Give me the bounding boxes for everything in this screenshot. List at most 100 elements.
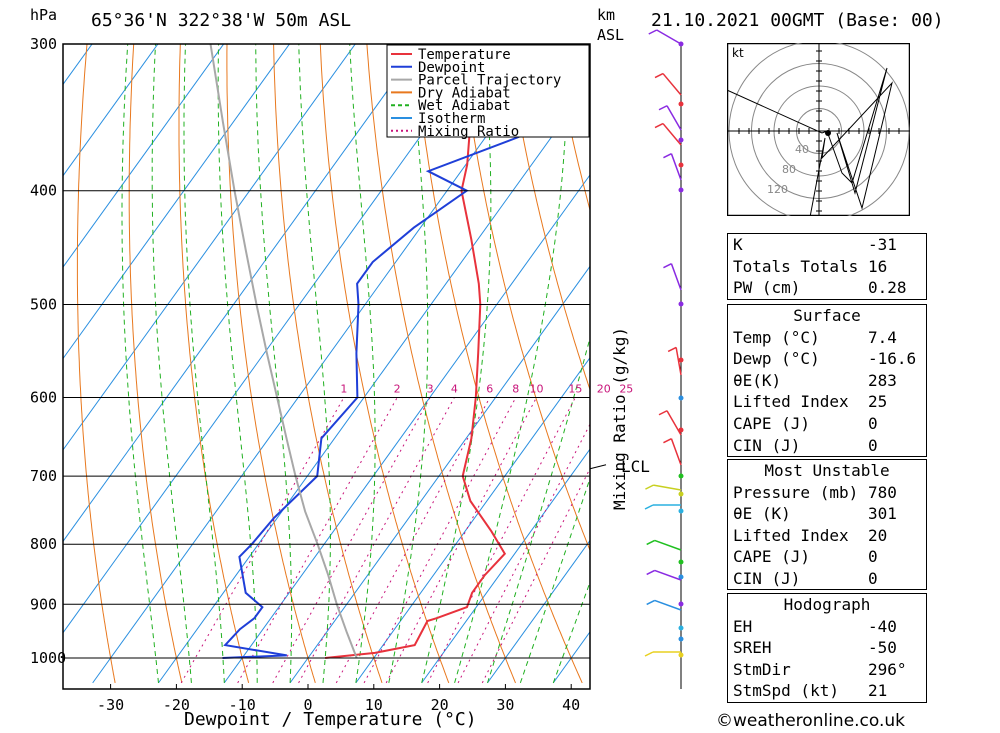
dry-adiabat-line (226, 44, 316, 684)
index-value: 0.28 (868, 278, 907, 298)
mixing-ratio-line (180, 397, 345, 684)
index-label: PW (cm) (733, 278, 801, 298)
dry-adiabat-line (178, 44, 250, 684)
hodograph-unit-label: kt (732, 46, 744, 60)
wind-barb-flag (658, 105, 668, 111)
index-row: K -31 (728, 234, 926, 256)
wind-level-marker (678, 357, 684, 363)
indices-panel: K -31 Totals Totals 16 PW (cm) 0.28 (727, 233, 927, 300)
surface-value: 25 (868, 392, 888, 412)
wind-barb-flag (663, 263, 672, 269)
wind-level-marker (678, 137, 684, 143)
most-unstable-panel: Most Unstable Pressure (mb) 780 θE (K) 301 L… (727, 459, 927, 590)
wet-adiabat-line (183, 44, 225, 683)
dry-adiabat-line (273, 44, 383, 684)
hodograph-stat-value: 296° (868, 659, 907, 679)
wind-level-marker (678, 559, 684, 565)
legend-label: Temperature (418, 47, 511, 63)
dry-adiabat-line (128, 44, 183, 684)
wind-barb (670, 263, 682, 291)
wind-barb-flag (663, 438, 672, 444)
wind-profile (644, 29, 684, 689)
most-unstable-value: 301 (868, 504, 897, 524)
legend-label: Dry Adiabat (418, 85, 511, 101)
hodograph-stat-value: -40 (868, 616, 897, 636)
mixing-ratio-line (457, 423, 590, 684)
wind-barb (656, 29, 682, 45)
wet-adiabat-line (151, 44, 192, 683)
hodograph-ring-label: 80 (782, 163, 796, 176)
most-unstable-label: CIN (J) (733, 568, 801, 588)
series-dewpoint (222, 44, 535, 659)
most-unstable-value: 0 (868, 547, 878, 567)
isotherm-line (63, 44, 422, 543)
wind-level-marker (678, 427, 684, 433)
pressure-tick-label: 700 (30, 467, 57, 485)
hodograph-stat-row: StmDir 296° (728, 659, 926, 681)
x-tick-label: 30 (496, 696, 514, 714)
isotherm-line (63, 44, 488, 634)
mixing-ratio-label: 6 (486, 382, 493, 395)
surface-row: CAPE (J) 0 (728, 413, 926, 435)
wind-barb-flag (644, 651, 654, 657)
wind-barb (654, 569, 682, 581)
km-label: km (597, 6, 616, 24)
wet-adiabat-line (487, 335, 590, 684)
wind-barb (654, 539, 682, 551)
wind-barb (675, 347, 682, 376)
wet-adiabat-line (298, 44, 331, 683)
hodograph-stat-value: 21 (868, 681, 888, 701)
wind-level-marker (678, 574, 684, 580)
legend-label: Dewpoint (418, 60, 485, 76)
wind-barb-flag (645, 484, 654, 490)
dry-adiabat-line (76, 44, 116, 683)
wind-barb-flag (646, 569, 656, 576)
isotherm-line (355, 356, 590, 684)
most-unstable-row: θE (K) 301 (728, 503, 926, 525)
dry-adiabat-line (459, 44, 590, 552)
surface-label: θE(K) (733, 370, 782, 390)
isobars (63, 43, 590, 659)
surface-label: Lifted Index (733, 392, 849, 412)
index-row: Totals Totals 16 (728, 256, 926, 278)
index-label: K (733, 235, 743, 254)
wind-barb-flag (646, 539, 656, 546)
location-title: 65°36'N 322°38'W 50m ASL (91, 10, 352, 31)
mixing-ratio-axis-title: Mixing Ratio (g/kg) (610, 326, 629, 510)
wind-barb (653, 484, 682, 491)
most-unstable-label: Pressure (mb) (733, 482, 859, 502)
hodograph-stat-label: SREH (733, 638, 772, 658)
surface-title: Surface (793, 306, 861, 325)
hodograph-ring-label: 40 (795, 143, 809, 156)
legend-label: Wet Adiabat (418, 98, 511, 114)
hodograph-stat-row: EH -40 (728, 616, 926, 638)
x-tick-label: -20 (163, 696, 190, 714)
mixing-ratio-line (272, 397, 431, 684)
copyright-link[interactable]: ©weatheronline.co.uk (716, 711, 906, 731)
hodograph-table-panel: Hodograph EH -40 SREH -50 StmDir 296° StmSpd (… (727, 593, 927, 703)
wind-level-marker (678, 601, 684, 607)
mixing-ratio-label: 2 (394, 382, 401, 395)
pressure-tick-label: 600 (30, 388, 57, 406)
x-tick-label: -30 (97, 696, 124, 714)
mixing-ratio-line (427, 397, 576, 684)
series-parcel-trajectory (209, 44, 358, 659)
most-unstable-label: θE (K) (733, 504, 791, 524)
surface-value: 283 (868, 370, 897, 390)
hodograph-stat-label: EH (733, 616, 753, 636)
mixing-ratio-label: 4 (451, 382, 458, 395)
mixing-ratio-label: 15 (568, 382, 582, 395)
wind-level-marker (678, 187, 684, 193)
wind-level-marker (678, 395, 684, 401)
dry-adiabat-line (506, 44, 590, 392)
dry-adiabat-line (413, 44, 583, 684)
isotherm-line (63, 44, 356, 451)
lcl-label: LCL (621, 457, 650, 476)
surface-value: 0 (868, 413, 878, 433)
isotherm-line (421, 448, 590, 684)
x-tick-label: 40 (562, 696, 580, 714)
wind-barb-flag (644, 504, 654, 510)
dry-adiabat-line (366, 44, 516, 684)
wet-adiabat-line (121, 44, 159, 683)
pressure-tick-label: 1000 (30, 649, 66, 667)
